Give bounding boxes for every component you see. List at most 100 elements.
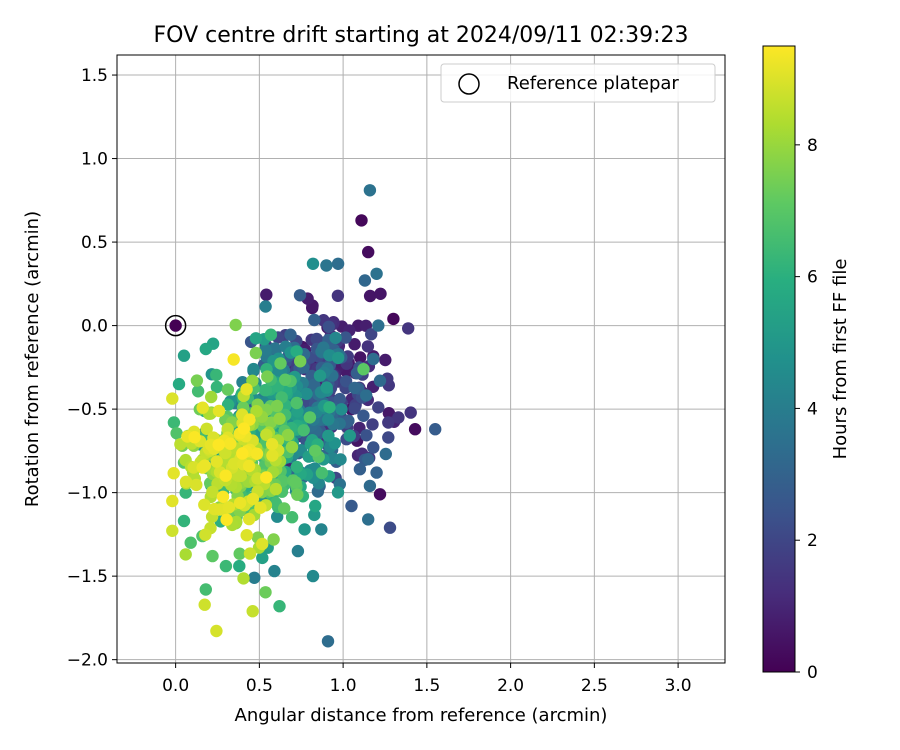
data-point bbox=[343, 429, 356, 442]
data-point bbox=[200, 422, 213, 435]
data-point bbox=[279, 373, 292, 386]
y-tick-label: −2.0 bbox=[67, 651, 108, 671]
data-point bbox=[374, 287, 387, 300]
data-point bbox=[392, 411, 405, 424]
x-tick-label: 3.0 bbox=[665, 676, 692, 696]
data-point bbox=[383, 521, 397, 534]
data-point bbox=[284, 328, 297, 341]
data-point bbox=[290, 460, 304, 474]
y-tick-label: 0.0 bbox=[81, 317, 108, 337]
data-point bbox=[331, 289, 345, 302]
data-point bbox=[382, 431, 395, 444]
data-point bbox=[370, 466, 383, 479]
data-point bbox=[320, 381, 333, 394]
data-point bbox=[237, 422, 251, 435]
data-point bbox=[360, 389, 373, 402]
legend-label: Reference platepar bbox=[507, 73, 679, 94]
data-point bbox=[273, 412, 286, 425]
data-point bbox=[220, 513, 233, 526]
y-tick-label: 1.5 bbox=[81, 66, 108, 86]
data-point bbox=[298, 523, 311, 536]
data-point bbox=[367, 441, 380, 454]
data-point bbox=[198, 459, 211, 472]
data-point bbox=[372, 319, 385, 332]
data-point bbox=[429, 423, 442, 436]
data-point bbox=[179, 548, 192, 561]
data-point bbox=[221, 398, 235, 411]
x-axis-label: Angular distance from reference (arcmin) bbox=[235, 705, 608, 726]
data-point bbox=[167, 467, 180, 480]
colorbar-ticks: 0 2 4 6 8 bbox=[795, 136, 818, 683]
data-point bbox=[221, 422, 234, 436]
data-point bbox=[270, 399, 284, 413]
data-point bbox=[408, 423, 422, 436]
data-point bbox=[243, 512, 256, 526]
data-point bbox=[236, 447, 249, 460]
data-point bbox=[210, 455, 223, 468]
reference-point bbox=[169, 319, 182, 332]
data-point bbox=[297, 424, 310, 437]
data-point bbox=[361, 340, 375, 353]
data-point bbox=[387, 312, 400, 326]
data-point bbox=[404, 406, 417, 419]
data-point bbox=[259, 300, 272, 313]
data-point bbox=[247, 362, 260, 376]
data-point bbox=[372, 401, 385, 414]
chart-title: FOV centre drift starting at 2024/09/11 … bbox=[154, 23, 689, 48]
data-point bbox=[233, 559, 246, 573]
data-point bbox=[260, 471, 273, 484]
data-point bbox=[291, 488, 304, 501]
data-point bbox=[184, 536, 197, 549]
legend: Reference platepar bbox=[440, 63, 716, 103]
data-point bbox=[306, 257, 320, 270]
data-point bbox=[348, 402, 361, 415]
data-point bbox=[233, 547, 246, 560]
data-point bbox=[290, 396, 303, 410]
data-point bbox=[187, 461, 200, 474]
data-point bbox=[233, 496, 247, 510]
colorbar-tick-label: 6 bbox=[807, 268, 818, 288]
data-point bbox=[363, 184, 377, 197]
data-point bbox=[219, 469, 232, 482]
data-point bbox=[219, 559, 233, 573]
data-point bbox=[285, 511, 299, 524]
data-point bbox=[259, 383, 273, 397]
colorbar bbox=[762, 45, 796, 673]
data-point bbox=[290, 345, 303, 358]
data-point bbox=[309, 444, 322, 457]
data-point bbox=[308, 508, 321, 522]
data-point bbox=[322, 429, 335, 442]
data-point bbox=[264, 328, 278, 341]
data-point bbox=[166, 494, 179, 508]
data-point bbox=[216, 490, 230, 503]
data-point bbox=[210, 624, 223, 638]
data-point bbox=[285, 440, 299, 454]
data-point bbox=[357, 363, 370, 376]
y-tick-label: −0.5 bbox=[67, 400, 108, 420]
data-point bbox=[179, 475, 193, 488]
data-point bbox=[332, 351, 345, 365]
data-point bbox=[373, 488, 387, 501]
data-point bbox=[246, 492, 260, 506]
y-tick-label: 0.5 bbox=[81, 233, 108, 253]
data-point bbox=[268, 342, 282, 355]
data-point bbox=[348, 381, 361, 395]
data-point bbox=[321, 635, 335, 648]
data-point bbox=[170, 427, 183, 440]
data-point bbox=[273, 600, 286, 613]
data-point bbox=[166, 392, 179, 405]
data-point bbox=[267, 533, 280, 546]
grid-lines bbox=[117, 55, 725, 663]
data-point bbox=[243, 547, 257, 560]
data-point bbox=[348, 338, 361, 351]
data-point bbox=[250, 405, 263, 418]
data-point bbox=[379, 447, 392, 461]
data-point bbox=[246, 605, 259, 618]
data-point bbox=[357, 409, 370, 422]
data-point bbox=[240, 383, 253, 396]
data-point bbox=[402, 322, 415, 335]
data-point bbox=[367, 352, 380, 366]
data-point bbox=[315, 523, 328, 536]
data-point bbox=[266, 449, 279, 462]
data-point bbox=[373, 374, 387, 387]
